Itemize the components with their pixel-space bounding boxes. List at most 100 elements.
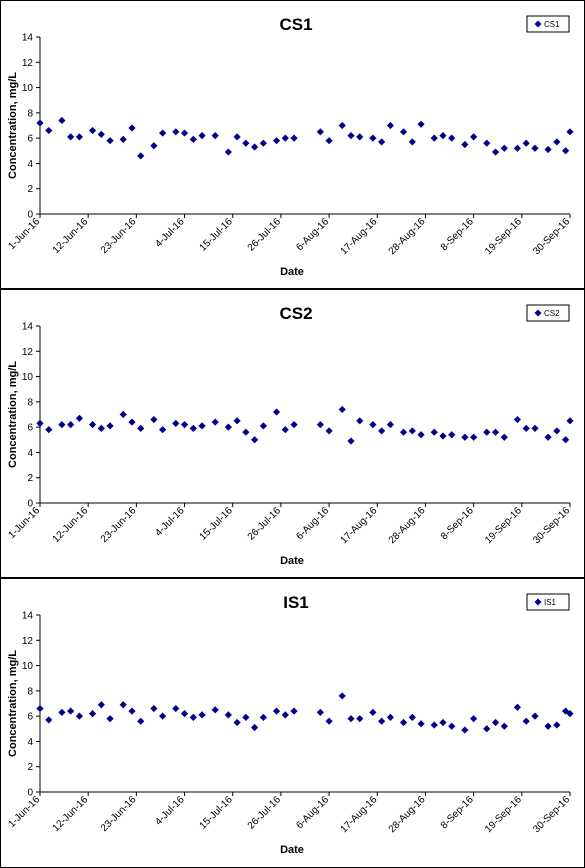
y-tick-label: 6 (27, 423, 33, 434)
data-point (75, 133, 84, 141)
y-tick-label: 8 (27, 108, 33, 119)
y-tick-label: 6 (27, 712, 33, 723)
legend: CS1 (526, 15, 570, 33)
data-point (399, 128, 408, 136)
data-point (430, 428, 438, 436)
legend-marker (534, 309, 542, 317)
data-point (338, 121, 346, 130)
data-point (553, 721, 561, 729)
y-tick-label: 6 (27, 134, 33, 145)
data-point (483, 139, 491, 147)
data-point (562, 436, 570, 444)
data-point (198, 132, 206, 140)
chart-panel-is1: IS1 0 2 4 6 8 10 12 14 1-Jun-16 12-Jun-16 23-Jun-16… (0, 578, 585, 868)
data-point (491, 148, 500, 156)
legend-box (526, 15, 570, 33)
y-tick-label: 0 (27, 788, 33, 799)
y-tick-label: 10 (22, 661, 34, 672)
legend-box (526, 304, 570, 322)
y-tick-label: 12 (22, 58, 34, 69)
data-point (106, 137, 114, 145)
data-point (417, 120, 425, 128)
data-point (137, 717, 145, 725)
data-point (75, 414, 84, 422)
data-point (88, 710, 97, 718)
data-point (491, 428, 500, 436)
chart-panel-cs1: CS1 0 2 4 6 8 10 12 14 1-Jun-16 12-Jun-16 23-Jun-16… (0, 0, 585, 289)
chart-title: CS1 (279, 15, 312, 34)
data-point (137, 152, 145, 160)
data-point (290, 421, 298, 429)
data-point (119, 410, 127, 419)
data-point (544, 433, 552, 441)
data-point (378, 138, 386, 146)
legend: IS1 (526, 593, 570, 611)
data-point (272, 137, 281, 145)
data-point (189, 135, 197, 144)
x-axis-label: Date (280, 555, 304, 567)
legend: CS2 (526, 304, 570, 322)
data-point (88, 126, 97, 135)
chart-panel-cs2: CS2 0 2 4 6 8 10 12 14 1-Jun-16 12-Jun-16 23-Jun-16… (0, 289, 585, 578)
data-point (251, 143, 259, 151)
data-point (211, 132, 219, 140)
y-tick-label: 14 (22, 322, 34, 333)
data-point (513, 703, 522, 711)
data-point (408, 138, 416, 146)
data-point (119, 135, 127, 144)
data-point (386, 121, 395, 130)
y-tick-label: 10 (22, 83, 34, 94)
data-point (251, 723, 259, 732)
y-tick-label: 0 (27, 499, 33, 510)
y-tick-label: 10 (22, 372, 34, 383)
data-point (97, 701, 105, 709)
x-axis-label: Date (280, 844, 304, 856)
data-point (36, 119, 44, 127)
data-point (461, 726, 469, 734)
data-point (439, 432, 447, 440)
data-point (242, 428, 250, 436)
y-axis-label: Concentration, mg/L (7, 72, 19, 179)
chart-title: IS1 (283, 593, 309, 612)
legend-label: IS1 (544, 598, 557, 607)
data-point (430, 134, 438, 142)
data-point (347, 132, 355, 140)
data-point (417, 431, 425, 439)
y-tick-label: 14 (22, 611, 34, 622)
y-tick-label: 0 (27, 210, 33, 221)
data-point (172, 128, 180, 136)
data-point (259, 422, 267, 430)
data-point (513, 144, 522, 152)
data-point (470, 133, 478, 141)
y-tick-label: 12 (22, 347, 34, 358)
data-point (378, 717, 386, 725)
data-point (483, 428, 491, 436)
data-point (347, 437, 355, 445)
chart-frame (0, 578, 585, 868)
data-point (347, 715, 355, 723)
data-point (58, 116, 66, 125)
data-point (45, 716, 53, 724)
data-point (45, 126, 53, 135)
y-tick-label: 8 (27, 686, 33, 697)
data-point (242, 139, 250, 147)
legend-marker (534, 598, 542, 606)
data-point (448, 722, 456, 730)
y-tick-label: 2 (27, 762, 33, 773)
legend-marker (534, 20, 542, 28)
data-point (461, 433, 469, 441)
data-point (316, 128, 324, 136)
data-point (281, 134, 289, 142)
data-point (224, 148, 232, 156)
data-point (119, 701, 127, 709)
data-point (522, 717, 530, 725)
data-point (369, 134, 377, 142)
data-point (566, 128, 574, 136)
data-point (544, 722, 552, 730)
legend-box (526, 593, 570, 611)
data-point (562, 147, 570, 155)
y-tick-label: 2 (27, 473, 33, 484)
data-point (159, 129, 167, 137)
